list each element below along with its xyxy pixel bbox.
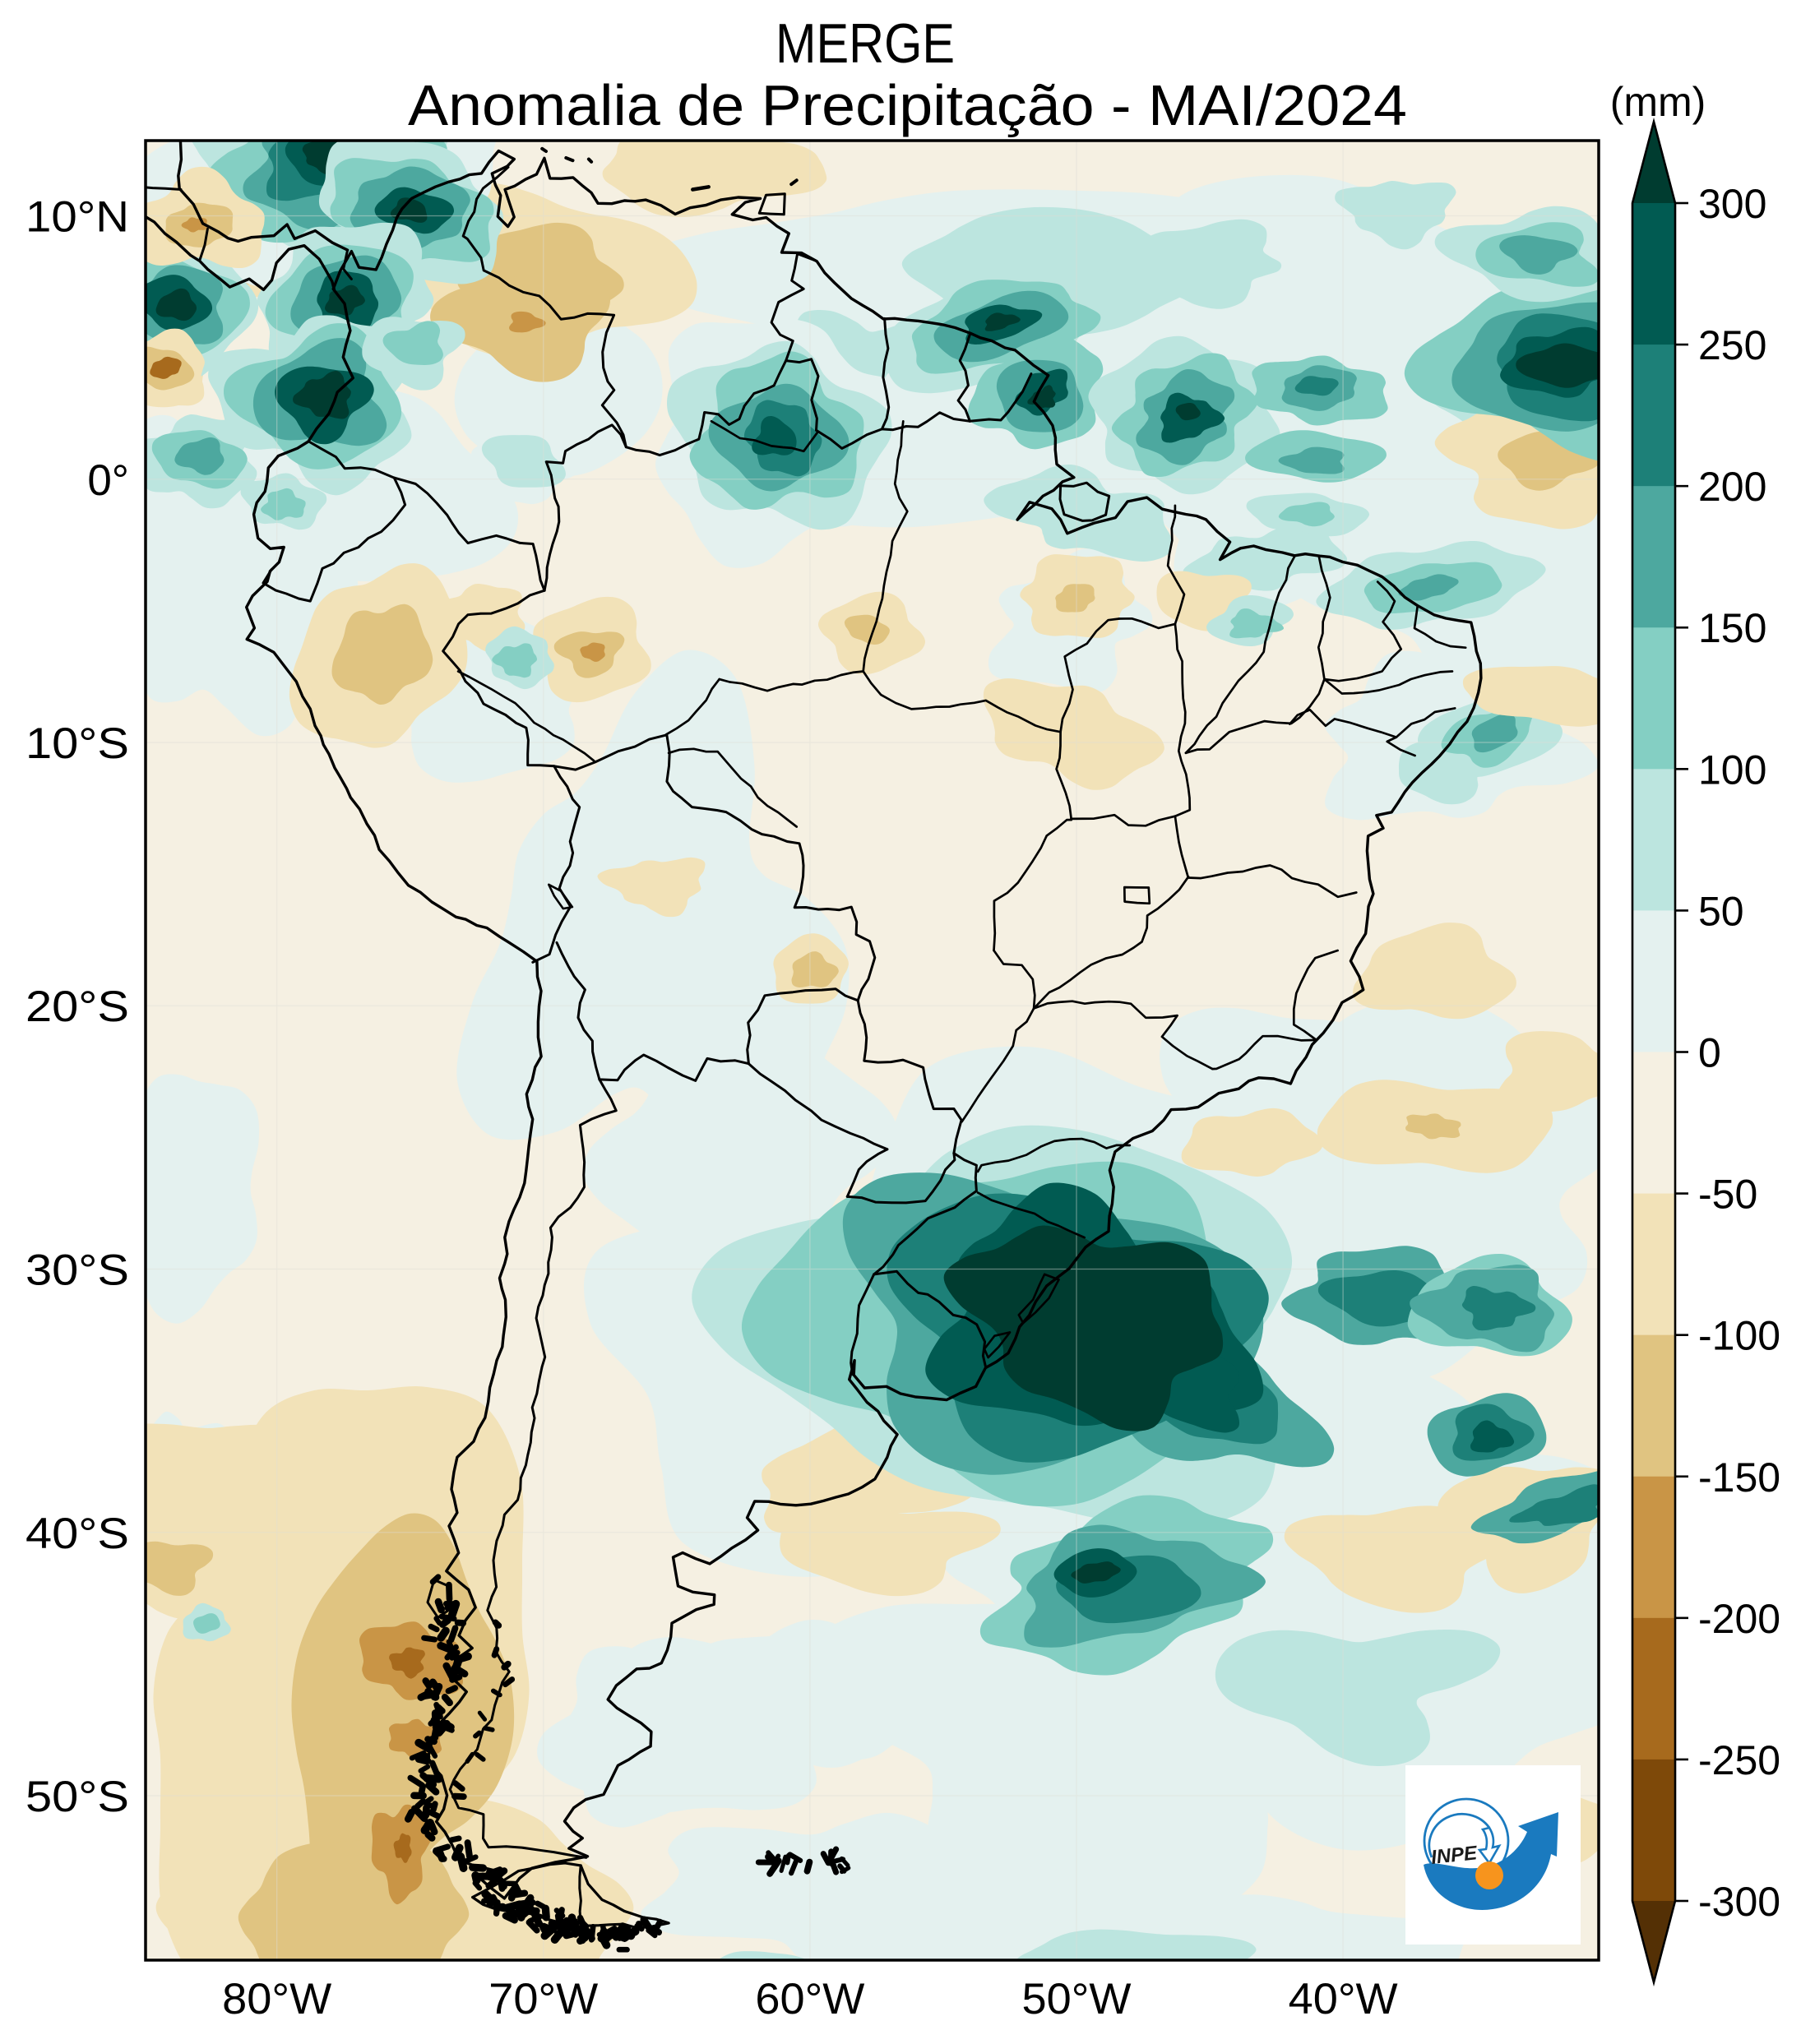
svg-text:70°W: 70°W — [488, 1975, 598, 2023]
svg-text:50: 50 — [1698, 888, 1744, 934]
svg-text:60°W: 60°W — [755, 1975, 864, 2023]
svg-text:0: 0 — [1698, 1030, 1721, 1076]
svg-text:100: 100 — [1698, 747, 1766, 793]
svg-text:-300: -300 — [1698, 1879, 1780, 1925]
svg-text:MERGE: MERGE — [775, 12, 955, 75]
svg-text:150: 150 — [1698, 605, 1766, 651]
svg-text:-250: -250 — [1698, 1737, 1780, 1783]
svg-text:-150: -150 — [1698, 1454, 1780, 1501]
svg-text:20°S: 20°S — [25, 983, 129, 1031]
svg-text:Anomalia de Precipitação - MAI: Anomalia de Precipitação - MAI/2024 — [408, 73, 1407, 137]
svg-text:300: 300 — [1698, 181, 1766, 227]
svg-text:30°S: 30°S — [25, 1246, 129, 1295]
svg-text:250: 250 — [1698, 322, 1766, 368]
svg-text:50°S: 50°S — [25, 1773, 129, 1821]
svg-text:-100: -100 — [1698, 1313, 1780, 1359]
svg-text:10°S: 10°S — [25, 719, 129, 768]
svg-text:0°: 0° — [87, 456, 129, 505]
svg-text:80°W: 80°W — [222, 1975, 331, 2023]
svg-text:40°W: 40°W — [1289, 1975, 1398, 2023]
svg-text:-50: -50 — [1698, 1172, 1757, 1218]
svg-text:200: 200 — [1698, 464, 1766, 510]
svg-text:-200: -200 — [1698, 1596, 1780, 1642]
svg-text:40°S: 40°S — [25, 1510, 129, 1558]
svg-text:(mm): (mm) — [1610, 79, 1706, 125]
svg-text:50°W: 50°W — [1022, 1975, 1132, 2023]
svg-text:10°N: 10°N — [25, 193, 129, 242]
